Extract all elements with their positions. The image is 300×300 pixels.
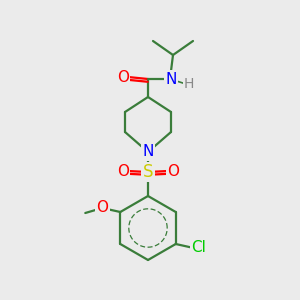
Text: N: N bbox=[142, 145, 154, 160]
Text: S: S bbox=[143, 163, 153, 181]
Text: O: O bbox=[167, 164, 179, 178]
Text: N: N bbox=[165, 71, 177, 86]
Text: O: O bbox=[117, 164, 129, 178]
Text: H: H bbox=[184, 77, 194, 91]
Text: Cl: Cl bbox=[191, 241, 206, 256]
Text: O: O bbox=[117, 70, 129, 85]
Text: O: O bbox=[96, 200, 108, 215]
